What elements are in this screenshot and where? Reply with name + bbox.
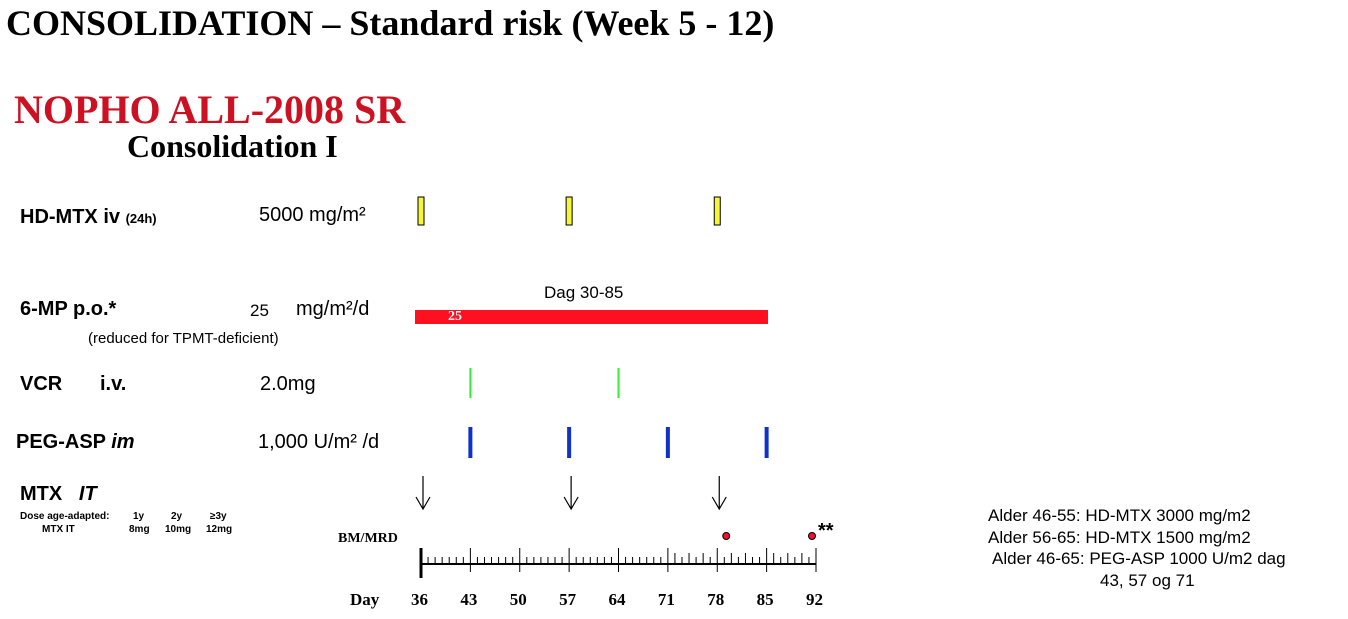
tick-label: 43: [460, 590, 478, 609]
protocol-name: NOPHO ALL-2008 SR: [14, 87, 406, 132]
mtx-it-dose-1y: 8mg: [129, 524, 150, 535]
mtx-it-age-3y: ≥3y: [210, 511, 227, 522]
drug-hdmtx-note: (24h): [125, 211, 157, 226]
tick-label: 57: [559, 590, 577, 609]
drug-vcr-route: i.v.: [100, 373, 127, 395]
mtx-it-dose-3y: 12mg: [206, 524, 233, 535]
tick-label: 92: [806, 590, 823, 609]
mtx-it-row1-label: Dose age-adapted:: [20, 511, 110, 522]
mtx-it-dose-2y: 10mg: [165, 524, 192, 535]
6mp-bar-label: 25: [448, 309, 462, 324]
bm-mrd-dot: [808, 532, 816, 540]
hdmtx-dose-mark: [713, 196, 721, 226]
peg-dose-mark: [665, 427, 670, 458]
bm-mrd-mark: **: [818, 520, 834, 542]
mtx-it-age-2y: 2y: [171, 511, 183, 522]
drug-peg-name: PEG-ASP im: [16, 431, 135, 454]
hdmtx-dose-mark: [565, 196, 573, 226]
vcr-dose-mark: [617, 368, 620, 398]
drug-6mp-name: 6-MP p.o.*: [20, 298, 117, 320]
tick-label: 64: [608, 590, 626, 609]
note: Alder 46-65: PEG-ASP 1000 U/m2 dag: [992, 549, 1286, 568]
drug-6mp-unit: mg/m²/d: [296, 298, 370, 320]
drug-mtxit-label: MTX: [20, 483, 63, 505]
axis-label: Day: [350, 590, 380, 609]
down-arrow-icon: [563, 476, 579, 511]
drug-hdmtx-label: HD-MTX iv: [20, 206, 120, 228]
drug-peg-dose: 1,000 U/m² /d: [258, 431, 380, 453]
drug-peg-route: im: [111, 431, 135, 453]
tick-label: 71: [657, 590, 675, 609]
note: 43, 57 og 71: [1100, 570, 1195, 590]
note: Alder 56-65: HD-MTX 1500 mg/m2: [988, 527, 1251, 547]
mtx-it-row2-label: MTX IT: [42, 524, 75, 535]
mtx-it-row1: Dose age-adapted: 1y 2y ≥3y: [20, 511, 227, 522]
bm-mrd-label: BM/MRD: [338, 531, 398, 546]
hdmtx-dose-mark: [417, 196, 425, 226]
bm-mrd-dot: [722, 532, 731, 540]
6mp-bar: [415, 310, 768, 324]
mtx-it-row2: MTX IT 8mg 10mg 12mg: [42, 524, 242, 535]
tick-label: 85: [756, 590, 774, 609]
peg-dose-mark: [468, 427, 473, 458]
note: Alder 46-55: HD-MTX 3000 mg/m2: [988, 506, 1251, 525]
range-label: Dag 30-85: [544, 283, 624, 302]
subtitle: Consolidation I: [127, 128, 338, 164]
drug-vcr-dose: 2.0mg: [260, 373, 316, 395]
vcr-dose-mark: [469, 368, 472, 398]
drug-hdmtx-dose: 5000 mg/m²: [259, 204, 366, 226]
down-arrow-icon: [711, 476, 727, 511]
page-title: CONSOLIDATION – Standard risk (Week 5 - …: [6, 3, 775, 43]
drug-mtxit-route: IT: [78, 483, 97, 505]
drug-6mp-dose: 25: [250, 301, 269, 320]
drug-mtxit-name: MTX IT: [20, 483, 97, 506]
tick-label: 36: [411, 590, 428, 609]
notes: Alder 46-55: HD-MTX 3000 mg/m2 Alder 56-…: [988, 505, 1286, 591]
drug-vcr-name: VCR: [20, 373, 63, 395]
peg-dose-mark: [764, 427, 769, 458]
tick-label: 78: [707, 590, 725, 609]
peg-dose-mark: [567, 427, 572, 458]
drug-6mp-note: (reduced for TPMT-deficient): [88, 330, 279, 347]
tick-label: 50: [509, 590, 527, 609]
mtx-it-age-1y: 1y: [133, 511, 145, 522]
drug-peg-label: PEG-ASP: [16, 431, 106, 453]
down-arrow-icon: [415, 476, 431, 511]
drug-hdmtx-name: HD-MTX iv (24h): [20, 206, 157, 229]
